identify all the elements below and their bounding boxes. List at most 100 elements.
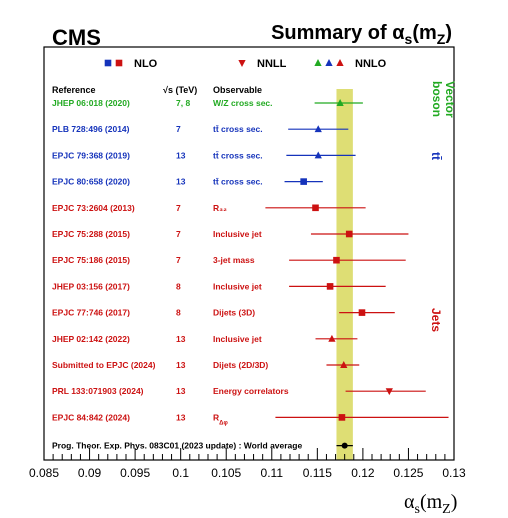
measurement-row: EPJC 77:746 (2017) 8 Dijets (3D) <box>52 308 395 318</box>
row-reference: EPJC 75:186 (2015) <box>52 255 130 265</box>
row-reference: PRL 133:071903 (2024) <box>52 386 144 396</box>
x-tick-label: 0.1 <box>172 466 189 480</box>
row-observable: tt̄ cross sec. <box>213 150 263 160</box>
measurement-row: PLB 728:496 (2014) 7 tt̄ cross sec. <box>52 124 349 134</box>
measurement-row: EPJC 84:842 (2024) 13 RΔφ <box>52 412 449 426</box>
row-reference: JHEP 03:156 (2017) <box>52 281 130 291</box>
header-reference: Reference <box>52 85 96 95</box>
row-energy: 7 <box>176 124 181 134</box>
legend-marker <box>115 59 123 67</box>
data-point <box>340 361 348 368</box>
row-reference: Submitted to EPJC (2024) <box>52 360 156 370</box>
x-tick-label: 0.13 <box>442 466 466 480</box>
chart-title: Summary of αs(mZ) <box>271 22 452 47</box>
measurement-row: EPJC 75:186 (2015) 7 3-jet mass <box>52 255 406 265</box>
row-energy: 7 <box>176 229 181 239</box>
measurement-row: PRL 133:071903 (2024) 13 Energy correlator… <box>52 386 426 396</box>
row-energy: 13 <box>176 177 186 187</box>
measurement-row: EPJC 75:288 (2015) 7 Inclusive jet <box>52 229 409 239</box>
data-point <box>300 178 307 185</box>
data-point <box>314 125 322 133</box>
row-reference: EPJC 75:288 (2015) <box>52 229 130 239</box>
measurement-row: EPJC 79:368 (2019) 13 tt̄ cross sec. <box>52 150 356 160</box>
data-point <box>312 204 319 212</box>
x-tick-label: 0.125 <box>393 466 423 480</box>
experiment-label: CMS <box>52 25 101 50</box>
row-reference: JHEP 06:018 (2020) <box>52 98 130 108</box>
plot-frame <box>43 46 455 461</box>
data-point <box>345 230 353 238</box>
group-label-jets: Jets <box>429 308 443 332</box>
row-reference: EPJC 77:746 (2017) <box>52 308 130 318</box>
world-average-band <box>336 89 353 460</box>
legend-marker <box>104 59 112 67</box>
data-point <box>314 151 322 159</box>
measurement-row: JHEP 03:156 (2017) 8 Inclusive jet <box>52 281 386 291</box>
row-observable: RΔφ <box>213 412 228 426</box>
x-axis-ticks: 0.085 0.09 0.095 0.1 0.105 0.11 0.115 0.12 0.125… <box>29 448 466 480</box>
row-reference: JHEP 02:142 (2022) <box>52 334 130 344</box>
row-energy: 13 <box>176 150 186 160</box>
x-tick-label: 0.085 <box>29 466 59 480</box>
measurement-rows: JHEP 06:018 (2020) 7, 8 W/Z cross sec. PLB … <box>52 98 449 451</box>
row-observable: tt̄ cross sec. <box>213 124 263 134</box>
row-energy: 7 <box>176 203 181 213</box>
data-point <box>358 309 366 316</box>
row-energy: 13 <box>176 334 186 344</box>
data-point <box>385 388 393 396</box>
row-observable: Inclusive jet <box>213 281 262 291</box>
data-point <box>341 442 348 449</box>
row-observable: Dijets (3D) <box>213 308 255 318</box>
row-energy: 8 <box>176 281 181 291</box>
x-tick-label: 0.09 <box>78 466 102 480</box>
legend-label: NNLL <box>257 58 287 70</box>
group-label-ttbar: tt̄ <box>429 152 443 160</box>
row-reference: EPJC 79:368 (2019) <box>52 150 130 160</box>
header-observable: Observable <box>213 85 262 95</box>
legend-marker <box>314 59 322 66</box>
x-axis-label: αs(mZ) <box>404 491 457 517</box>
measurement-row: Submitted to EPJC (2024) 13 Dijets (2D/3D) <box>52 360 360 370</box>
data-point <box>328 334 336 342</box>
row-reference: EPJC 73:2604 (2013) <box>52 203 135 213</box>
x-tick-label: 0.105 <box>211 466 241 480</box>
row-observable: W/Z cross sec. <box>213 98 273 108</box>
row-energy: 7 <box>176 255 181 265</box>
row-energy: 7, 8 <box>176 98 190 108</box>
measurement-row: JHEP 02:142 (2022) 13 Inclusive jet <box>52 334 358 344</box>
row-observable: Dijets (2D/3D) <box>213 360 268 370</box>
header-energy: √s (TeV) <box>163 85 197 95</box>
x-tick-label: 0.095 <box>120 466 150 480</box>
x-tick-label: 0.11 <box>261 466 284 480</box>
legend: NLO NNLL NNLO <box>104 58 387 70</box>
measurement-row: JHEP 06:018 (2020) 7, 8 W/Z cross sec. <box>52 98 363 108</box>
row-reference: PLB 728:496 (2014) <box>52 124 130 134</box>
x-tick-label: 0.12 <box>351 466 375 480</box>
measurement-row: EPJC 73:2604 (2013) 7 R₃₂ <box>52 203 366 213</box>
data-point <box>338 414 346 421</box>
row-observable: 3-jet mass <box>213 255 255 265</box>
data-point <box>333 256 340 264</box>
row-reference: EPJC 84:842 (2024) <box>52 412 130 422</box>
legend-marker <box>238 60 246 67</box>
row-reference: Prog. Theor. Exp. Phys. 083C01 (2023 upd… <box>52 441 302 451</box>
legend-marker <box>325 59 333 66</box>
measurement-row: Prog. Theor. Exp. Phys. 083C01 (2023 upd… <box>52 441 353 451</box>
row-observable: tt̄ cross sec. <box>213 177 263 187</box>
group-label-vector-boson: boson <box>430 81 444 117</box>
row-observable: Energy correlators <box>213 386 289 396</box>
legend-marker <box>336 59 344 66</box>
legend-label: NNLO <box>355 58 387 70</box>
data-point <box>336 99 344 106</box>
row-energy: 13 <box>176 360 186 370</box>
row-energy: 13 <box>176 386 186 396</box>
x-tick-label: 0.115 <box>303 466 332 480</box>
group-label-vector-boson: Vector <box>443 81 457 118</box>
row-reference: EPJC 80:658 (2020) <box>52 177 130 187</box>
world-average-band-layer <box>336 89 353 460</box>
data-point <box>326 283 334 290</box>
row-observable: Inclusive jet <box>213 334 262 344</box>
measurement-row: EPJC 80:658 (2020) 13 tt̄ cross sec. <box>52 177 323 187</box>
